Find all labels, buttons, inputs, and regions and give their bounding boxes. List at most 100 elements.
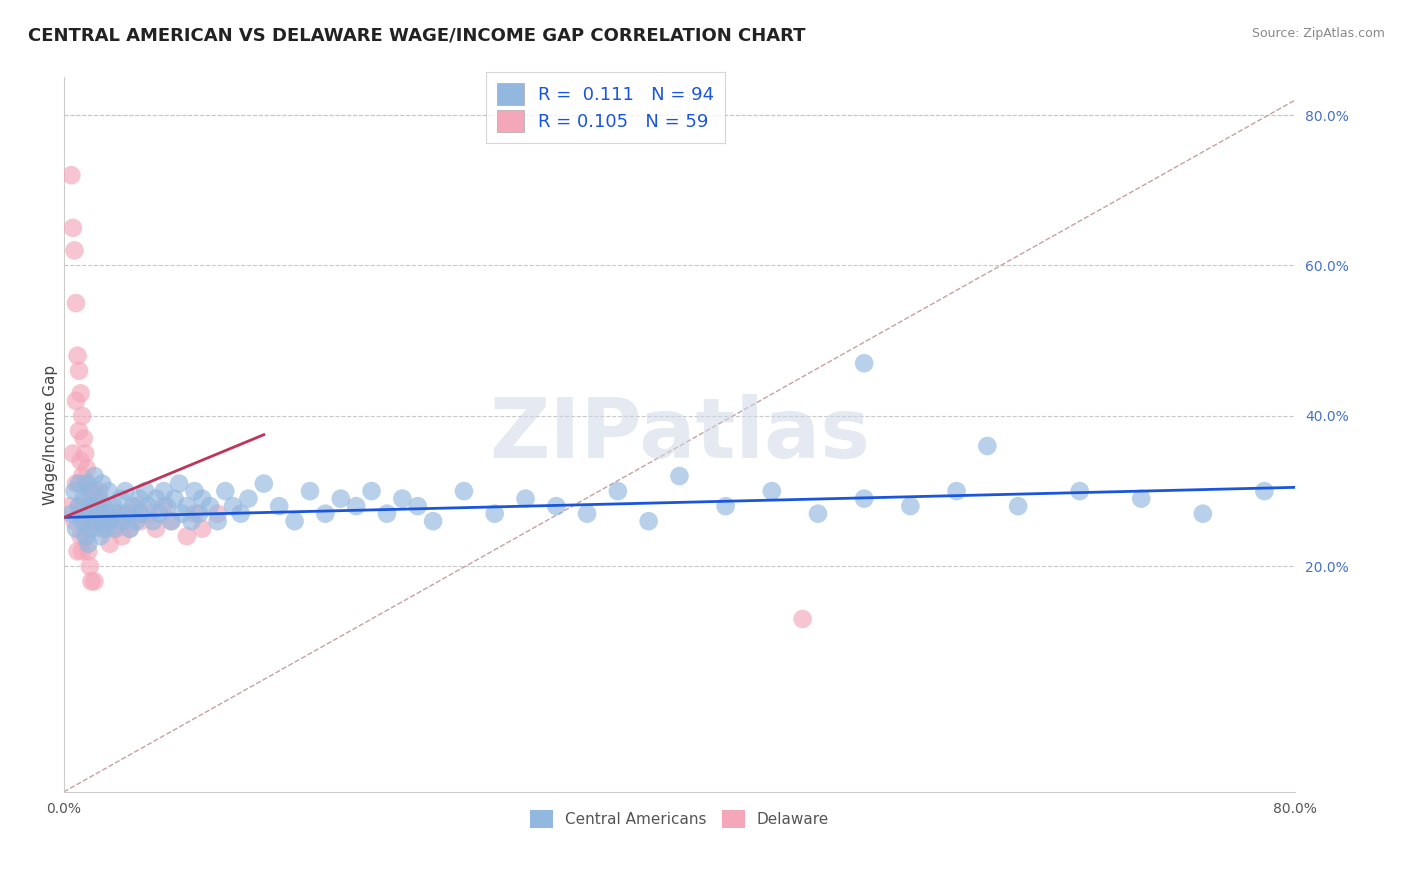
Point — [145, 491, 167, 506]
Point — [329, 491, 352, 506]
Point — [344, 499, 367, 513]
Point — [87, 491, 110, 506]
Point — [142, 514, 165, 528]
Point — [82, 514, 104, 528]
Point — [668, 469, 690, 483]
Point — [118, 522, 141, 536]
Point — [93, 499, 115, 513]
Point — [111, 514, 134, 528]
Point — [66, 349, 89, 363]
Point — [375, 507, 398, 521]
Point — [105, 522, 128, 536]
Point — [75, 529, 97, 543]
Point — [80, 491, 103, 506]
Point — [80, 522, 103, 536]
Point — [114, 484, 136, 499]
Point — [180, 514, 202, 528]
Point — [107, 507, 129, 521]
Point — [67, 364, 90, 378]
Point — [90, 507, 112, 521]
Point — [138, 507, 160, 521]
Point — [101, 499, 124, 513]
Point — [138, 499, 160, 513]
Point — [198, 499, 221, 513]
Point — [152, 499, 174, 513]
Point — [62, 446, 84, 460]
Point — [160, 514, 183, 528]
Point — [65, 522, 87, 536]
Point — [515, 491, 537, 506]
Point — [70, 544, 93, 558]
Point — [69, 454, 91, 468]
Point — [62, 220, 84, 235]
Point — [96, 507, 118, 521]
Point — [80, 484, 103, 499]
Point — [76, 507, 98, 521]
Point — [59, 499, 82, 513]
Point — [176, 499, 198, 513]
Point — [1069, 484, 1091, 499]
Point — [637, 514, 659, 528]
Point — [253, 476, 276, 491]
Point — [129, 507, 152, 521]
Point — [91, 476, 114, 491]
Point — [148, 507, 170, 521]
Point — [60, 168, 83, 182]
Point — [134, 484, 156, 499]
Point — [118, 522, 141, 536]
Point — [853, 356, 876, 370]
Point — [91, 514, 114, 528]
Point — [66, 544, 89, 558]
Point — [87, 484, 110, 499]
Point — [128, 491, 150, 506]
Point — [84, 514, 107, 528]
Point — [67, 424, 90, 438]
Point — [110, 491, 132, 506]
Point — [70, 469, 93, 483]
Point — [83, 484, 105, 499]
Point — [65, 296, 87, 310]
Y-axis label: Wage/Income Gap: Wage/Income Gap — [44, 365, 58, 505]
Point — [945, 484, 967, 499]
Point — [606, 484, 628, 499]
Point — [406, 499, 429, 513]
Point — [65, 476, 87, 491]
Point — [77, 544, 100, 558]
Point — [222, 499, 245, 513]
Point — [853, 491, 876, 506]
Point — [86, 507, 108, 521]
Point — [761, 484, 783, 499]
Point — [976, 439, 998, 453]
Point — [156, 499, 179, 513]
Point — [98, 514, 121, 528]
Point — [145, 522, 167, 536]
Point — [79, 484, 101, 499]
Point — [214, 484, 236, 499]
Point — [167, 476, 190, 491]
Point — [65, 393, 87, 408]
Point — [83, 499, 105, 513]
Point — [77, 537, 100, 551]
Point — [91, 522, 114, 536]
Point — [191, 522, 214, 536]
Point — [75, 446, 97, 460]
Point — [117, 507, 139, 521]
Point — [70, 409, 93, 423]
Text: CENTRAL AMERICAN VS DELAWARE WAGE/INCOME GAP CORRELATION CHART: CENTRAL AMERICAN VS DELAWARE WAGE/INCOME… — [28, 27, 806, 45]
Point — [93, 499, 115, 513]
Point — [60, 507, 83, 521]
Point — [90, 529, 112, 543]
Point — [152, 484, 174, 499]
Point — [238, 491, 260, 506]
Point — [898, 499, 921, 513]
Point — [76, 461, 98, 475]
Point — [103, 522, 125, 536]
Point — [1192, 507, 1215, 521]
Point — [188, 507, 211, 521]
Point — [111, 529, 134, 543]
Point — [98, 537, 121, 551]
Point — [83, 574, 105, 589]
Point — [70, 514, 93, 528]
Point — [792, 612, 814, 626]
Point — [73, 491, 96, 506]
